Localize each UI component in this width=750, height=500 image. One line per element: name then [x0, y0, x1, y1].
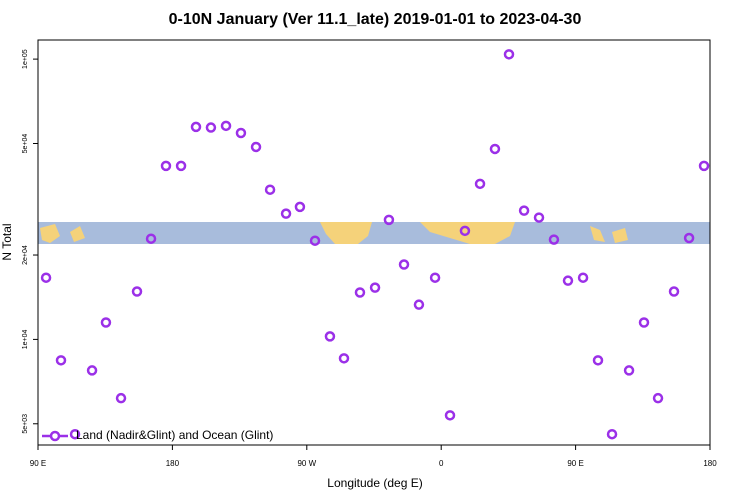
data-point — [280, 208, 292, 219]
data-point — [429, 272, 441, 283]
data-point — [309, 235, 321, 246]
data-point — [40, 272, 52, 283]
data-point — [100, 317, 112, 328]
data-point — [69, 428, 81, 440]
data-point — [264, 184, 276, 195]
data-point — [145, 233, 157, 244]
y-tick-label: 2e+04 — [22, 245, 29, 265]
data-point — [398, 259, 410, 270]
x-tick-label: 180 — [703, 459, 717, 468]
data-point — [190, 121, 202, 133]
data-point — [115, 392, 127, 404]
y-tick-label: 1e+04 — [22, 329, 29, 349]
data-point — [489, 143, 501, 155]
plot-frame — [37, 39, 711, 446]
data-point — [324, 331, 336, 342]
data-point — [294, 201, 306, 213]
data-point — [698, 160, 710, 172]
data-point — [354, 287, 366, 298]
data-point — [592, 355, 604, 366]
data-point — [577, 272, 589, 283]
data-point — [383, 214, 395, 226]
x-axis-label: Longitude (deg E) — [327, 476, 422, 490]
data-point — [503, 49, 515, 60]
data-point — [444, 410, 456, 421]
data-point — [623, 365, 635, 376]
data-point — [205, 122, 217, 133]
data-point — [338, 353, 350, 364]
y-tick-label: 5e+03 — [22, 414, 29, 434]
legend-label: Land (Nadir&Glint) and Ocean (Glint) — [76, 428, 273, 442]
data-point — [250, 141, 262, 153]
data-point — [638, 317, 650, 328]
data-point — [160, 160, 172, 172]
y-tick-label: 5e+04 — [22, 134, 29, 154]
x-tick-label: 180 — [166, 459, 180, 468]
data-point — [683, 232, 695, 244]
data-point — [131, 286, 143, 297]
map-band — [38, 222, 710, 244]
data-point — [459, 225, 471, 237]
data-point — [86, 365, 98, 376]
legend-marker — [49, 430, 61, 442]
x-tick-label: 90 W — [297, 459, 316, 468]
data-point — [606, 428, 618, 440]
data-point — [668, 286, 680, 297]
data-point — [652, 392, 664, 404]
data-point — [518, 205, 530, 216]
data-point — [235, 127, 247, 139]
y-tick-label: 1e+05 — [22, 49, 29, 69]
data-point — [413, 299, 425, 310]
x-tick-label: 0 — [439, 459, 444, 468]
data-point — [55, 355, 67, 366]
data-point — [474, 178, 486, 190]
chart-title: 0-10N January (Ver 11.1_late) 2019-01-01… — [169, 11, 582, 28]
data-point — [220, 120, 232, 132]
x-tick-label: 90 E — [30, 459, 46, 468]
data-point — [533, 212, 545, 223]
y-axis-label: N Total — [0, 223, 14, 260]
data-point — [369, 282, 381, 293]
data-point — [548, 234, 560, 245]
data-point — [562, 275, 574, 286]
x-tick-label: 90 E — [567, 459, 583, 468]
data-point — [175, 160, 187, 172]
